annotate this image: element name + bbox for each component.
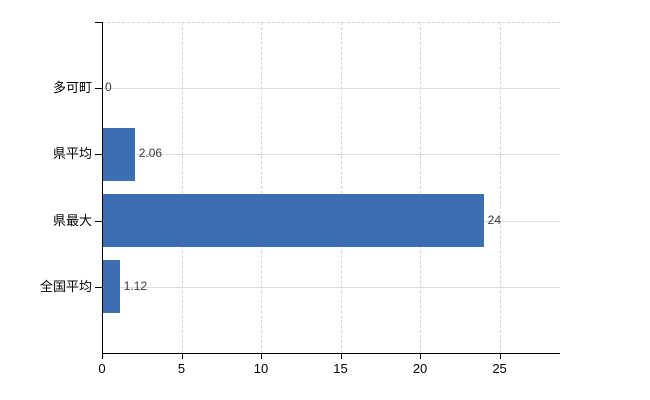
y-tick bbox=[95, 286, 102, 288]
y-tick bbox=[95, 154, 102, 156]
category-label: 多可町 bbox=[52, 80, 92, 96]
v-gridline bbox=[420, 22, 422, 353]
x-tick-label: 5 bbox=[177, 361, 186, 376]
bar bbox=[103, 194, 484, 248]
x-tick bbox=[102, 354, 103, 359]
bar bbox=[103, 127, 135, 181]
v-gridline bbox=[340, 22, 342, 353]
h-gridline bbox=[102, 88, 560, 90]
category-label: 県平均 bbox=[52, 146, 92, 162]
v-gridline bbox=[181, 22, 183, 353]
y-tick bbox=[95, 88, 102, 90]
category-label: 全国平均 bbox=[39, 278, 92, 294]
x-tick bbox=[181, 354, 183, 359]
x-tick-label: 0 bbox=[98, 361, 106, 376]
plot-top-border bbox=[102, 22, 560, 23]
x-tick bbox=[420, 354, 422, 359]
x-tick bbox=[340, 354, 342, 359]
x-tick bbox=[261, 354, 263, 359]
x-axis bbox=[102, 353, 560, 354]
bar bbox=[103, 260, 120, 314]
v-gridline bbox=[261, 22, 263, 353]
x-tick-label: 25 bbox=[492, 361, 507, 376]
v-gridline bbox=[499, 22, 501, 353]
value-label: 1.12 bbox=[123, 278, 148, 293]
category-label: 県最大 bbox=[52, 212, 92, 228]
value-label: 2.06 bbox=[138, 146, 163, 161]
x-tick-label: 20 bbox=[412, 361, 428, 376]
x-tick-label: 10 bbox=[253, 361, 269, 376]
h-gridline bbox=[102, 286, 560, 288]
value-label: 24 bbox=[487, 212, 502, 227]
h-gridline bbox=[102, 154, 560, 156]
value-label: 0 bbox=[105, 80, 112, 95]
x-tick bbox=[499, 354, 501, 359]
y-axis-top-tick bbox=[95, 22, 102, 23]
y-tick bbox=[95, 220, 102, 222]
y-axis bbox=[102, 22, 103, 354]
x-tick-label: 15 bbox=[333, 361, 348, 376]
